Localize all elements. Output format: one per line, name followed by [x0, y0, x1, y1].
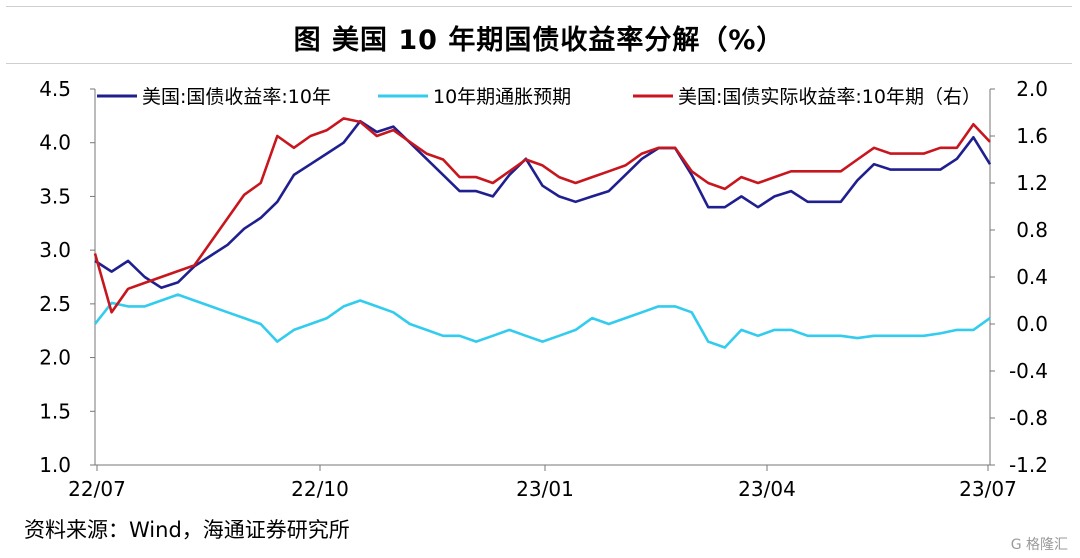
- y-right-tick-label: 0.0: [1016, 312, 1048, 336]
- legend-label-3: 美国:国债实际收益率:10年期（右）: [678, 86, 981, 108]
- y-left-tick-label: 2.0: [39, 346, 71, 370]
- series-line-1: [94, 119, 992, 289]
- y-left-tick-label: 1.0: [39, 453, 71, 477]
- y-right-tick-label: -0.4: [1009, 359, 1048, 383]
- y-right-tick-label: 1.2: [1016, 171, 1048, 195]
- x-tick-label: 23/07: [959, 477, 1017, 501]
- source-note: 资料来源：Wind，海通证券研究所: [24, 518, 350, 542]
- y-right-ticks: 2.0 1.6 1.2 0.8 0.4 0.0 -0.4 -0.8 -1.2: [990, 77, 1048, 477]
- x-tick-label: 22/07: [68, 477, 126, 501]
- y-right-tick-label: -1.2: [1009, 453, 1048, 477]
- chart-title: 图 美国 10 年期国债收益率分解（%）: [293, 25, 785, 56]
- series-lines: [93, 117, 992, 349]
- y-left-tick-label: 2.5: [39, 292, 71, 316]
- title-bar: 图 美国 10 年期国债收益率分解（%）: [6, 6, 1072, 64]
- x-tick-label: 22/10: [291, 477, 349, 501]
- x-tick-label: 23/04: [738, 477, 796, 501]
- y-right-tick-label: -0.8: [1009, 406, 1048, 430]
- y-left-tick-label: 1.5: [39, 399, 71, 423]
- y-right-tick-label: 2.0: [1016, 77, 1048, 101]
- y-left-ticks: 4.5 4.0 3.5 3.0 2.5 2.0 1.5 1.0: [39, 77, 95, 477]
- series-line-2: [93, 293, 991, 349]
- watermark: G 格隆汇: [1010, 537, 1068, 553]
- chart: 4.5 4.0 3.5 3.0 2.5 2.0 1.5 1.0 2.0 1.6 1.2 0.8 0.4…: [39, 77, 1048, 501]
- x-tick-label: 23/01: [516, 477, 574, 501]
- x-ticks: 22/07 22/10 23/01 23/04 23/07: [68, 465, 1017, 501]
- y-right-tick-label: 0.4: [1016, 265, 1048, 289]
- series-line-3: [93, 117, 991, 314]
- y-left-tick-label: 3.5: [39, 184, 71, 208]
- y-right-tick-label: 0.8: [1016, 218, 1048, 242]
- legend-label-1: 美国:国债收益率:10年: [142, 86, 331, 108]
- y-left-tick-label: 4.0: [39, 131, 71, 155]
- y-left-tick-label: 4.5: [39, 77, 71, 101]
- y-right-tick-label: 1.6: [1016, 124, 1048, 148]
- legend: 美国:国债收益率:10年 10年期通胀预期 美国:国债实际收益率:10年期（右）: [97, 86, 981, 108]
- axes: [94, 89, 991, 466]
- legend-label-2: 10年期通胀预期: [433, 86, 571, 108]
- y-left-tick-label: 3.0: [39, 238, 71, 262]
